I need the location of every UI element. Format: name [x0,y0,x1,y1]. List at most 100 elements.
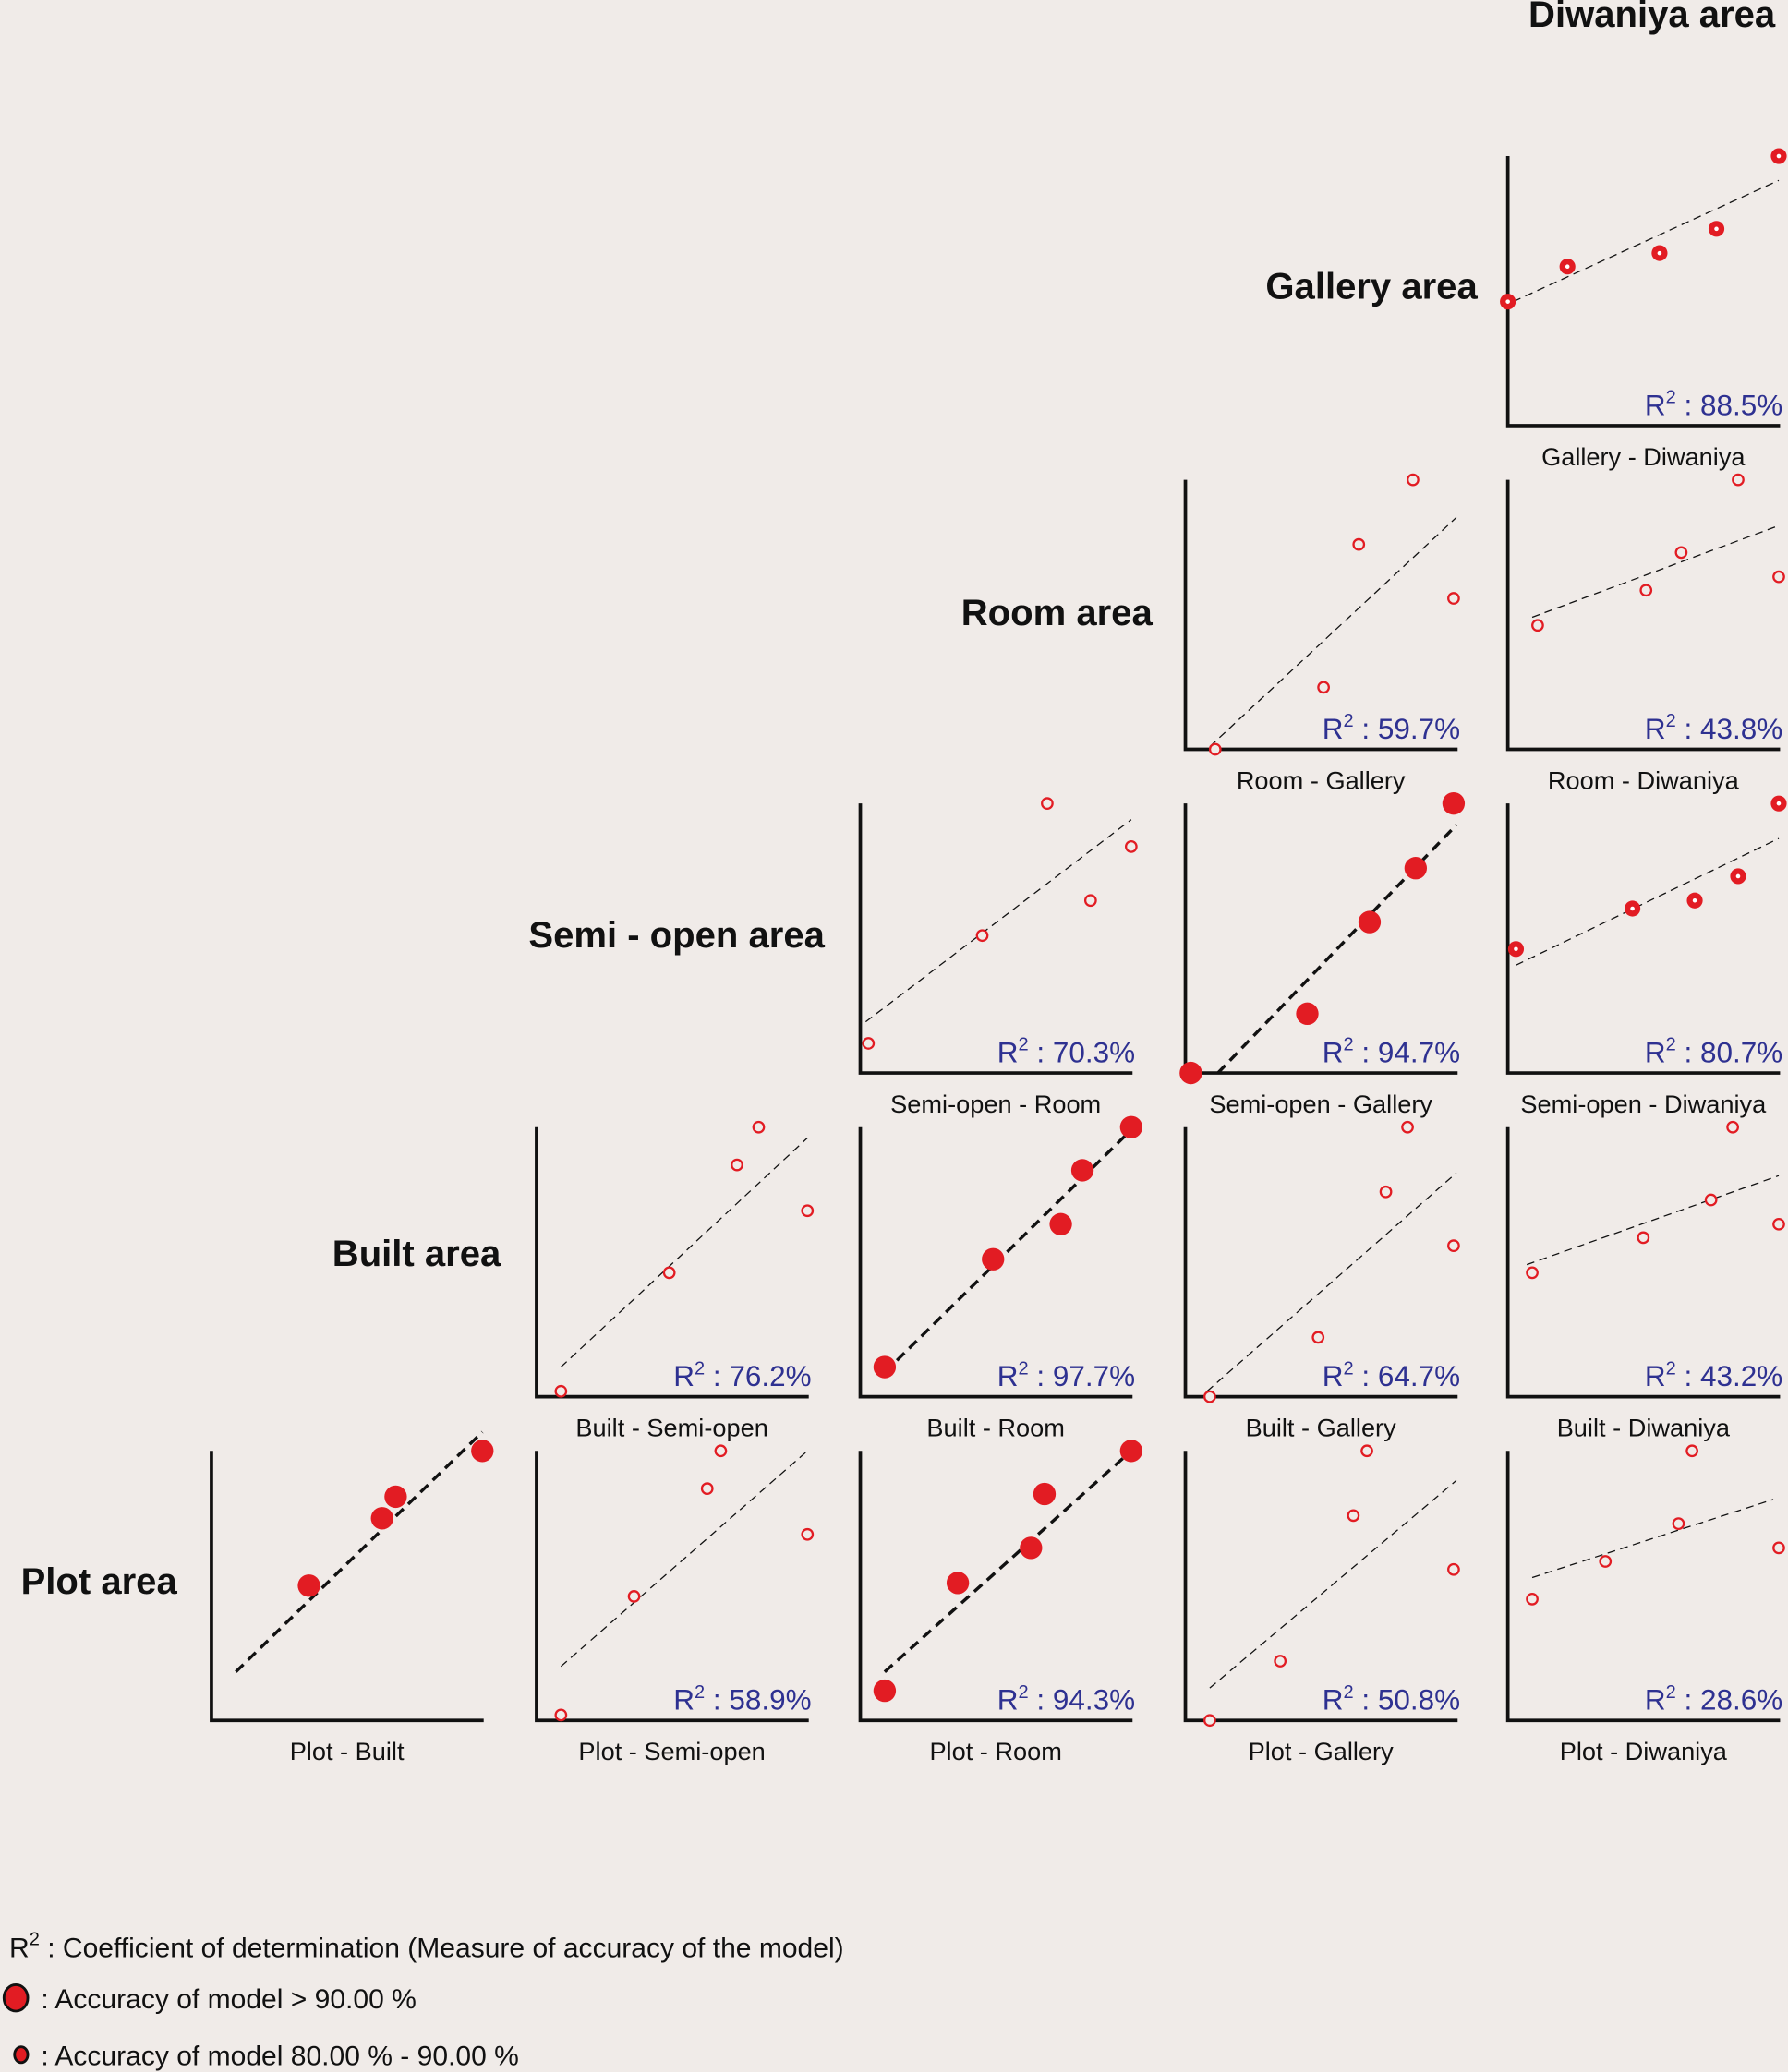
header-room: Room area [961,593,1154,633]
r2-symbol: R [1645,713,1666,745]
data-point [1447,1239,1460,1253]
panel-label: Built - Diwaniya [1557,1414,1731,1442]
data-point [873,1355,897,1379]
r2-superscript: 2 [1666,388,1676,408]
panel-label: Room - Diwaniya [1548,765,1740,794]
r2-percent: : 43.8% [1676,713,1782,745]
panel-label: Plot - Diwaniya [1560,1737,1728,1765]
r2-superscript: 2 [695,1358,705,1379]
data-point [1500,294,1516,310]
panel-plot-semi-open: R2 : 58.9% Plot - Semi-open [535,1444,815,1765]
panel-label: Plot - Room [929,1737,1061,1765]
data-point [873,1679,897,1703]
panel-plot-built: Plot - Built [210,1430,494,1765]
data-point [1770,148,1787,164]
data-point [1730,868,1746,885]
r2-symbol: R [997,1684,1019,1717]
trend-line [864,819,1132,1023]
r2-superscript: 2 [1344,1358,1354,1379]
data-point [700,1482,714,1496]
data-point [1379,1185,1393,1199]
data-point [384,1485,407,1509]
data-point [1599,1555,1613,1568]
data-point [1208,742,1222,756]
r2-percent: : 76.2% [705,1360,811,1392]
data-point [297,1574,320,1597]
data-point [1296,1002,1319,1026]
trend-line [560,1137,808,1367]
r2-symbol: R [1323,1684,1344,1717]
r2-symbol: R [1323,1037,1344,1069]
data-point-center [1714,226,1719,232]
data-point [1041,797,1054,811]
r2-symbol: R [1323,1360,1344,1392]
r2-superscript: 2 [1666,1035,1676,1055]
data-point [1651,245,1668,261]
panel-plot-gallery: R2 : 50.8% Plot - Gallery [1183,1444,1460,1765]
legend-medium-text: : Accuracy of model 80.00 % - 90.00 % [41,2042,518,2072]
data-point-center [1657,250,1662,256]
legend-medium-marker-icon [13,2045,30,2065]
r2-percent: : 64.7% [1354,1360,1460,1392]
data-point [1686,892,1703,909]
data-point [975,929,989,943]
header-gallery: Gallery area [1265,267,1478,307]
r2-symbol: R [997,1360,1019,1392]
r2-superscript: 2 [1344,1035,1354,1055]
data-point [1674,546,1688,560]
r2-value: R2 : 94.3% [997,1682,1135,1717]
r2-superscript: 2 [1666,1358,1676,1379]
axes [858,803,1133,1075]
data-point-center [1514,946,1518,952]
trend-line [1209,1479,1457,1689]
panel-label: Built - Gallery [1246,1414,1396,1442]
data-point [1317,681,1330,694]
data-point [554,1708,568,1722]
data-point [1401,1120,1414,1134]
data-point [1442,792,1466,815]
data-point [1020,1536,1043,1560]
trend-line [235,1430,484,1673]
data-point [1624,900,1641,917]
r2-superscript: 2 [1666,1682,1676,1703]
axes [1505,803,1781,1075]
data-point [554,1384,568,1398]
r2-value: R2 : 64.7% [1323,1358,1460,1392]
axes [858,1126,1133,1399]
r2-superscript: 2 [1019,1682,1029,1703]
header-built: Built area [332,1234,501,1274]
r2-superscript: 2 [1666,711,1676,731]
r2-percent: : 88.5% [1676,389,1782,421]
trend-line [1531,1499,1774,1579]
data-point-center [1776,153,1782,159]
r2-percent: : 59.7% [1354,713,1460,745]
data-point [1404,857,1428,880]
data-point [752,1120,766,1134]
r2-symbol: R [1645,1684,1666,1717]
axes [535,1451,809,1723]
panel-label: Semi-open - Gallery [1209,1090,1432,1118]
data-point [1685,1444,1698,1458]
axes [1183,803,1458,1075]
legend-r2-text: : Coefficient of determination (Measure … [40,1933,844,1963]
data-point [1447,592,1460,605]
header-diwaniya: Diwaniya area [1528,0,1776,35]
r2-value: R2 : 70.3% [997,1035,1135,1069]
data-point [1070,1159,1094,1182]
r2-superscript: 2 [1019,1035,1029,1055]
data-point [1119,1115,1143,1138]
panel-built-room: R2 : 97.7% Built - Room [858,1115,1143,1442]
data-point-center [1776,801,1782,806]
r2-value: R2 : 80.7% [1645,1035,1782,1069]
data-point [1203,1714,1216,1728]
data-point [1732,473,1745,487]
data-point [1360,1444,1373,1458]
panel-label: Gallery - Diwaniya [1541,442,1746,471]
axes [1183,1126,1458,1399]
trend-line [1216,824,1458,1075]
data-point-center [1630,906,1635,911]
data-point [1639,584,1653,597]
axes [1505,156,1781,428]
panel-room-gallery: R2 : 59.7% Room - Gallery [1183,473,1460,794]
trend-line [883,1128,1133,1374]
